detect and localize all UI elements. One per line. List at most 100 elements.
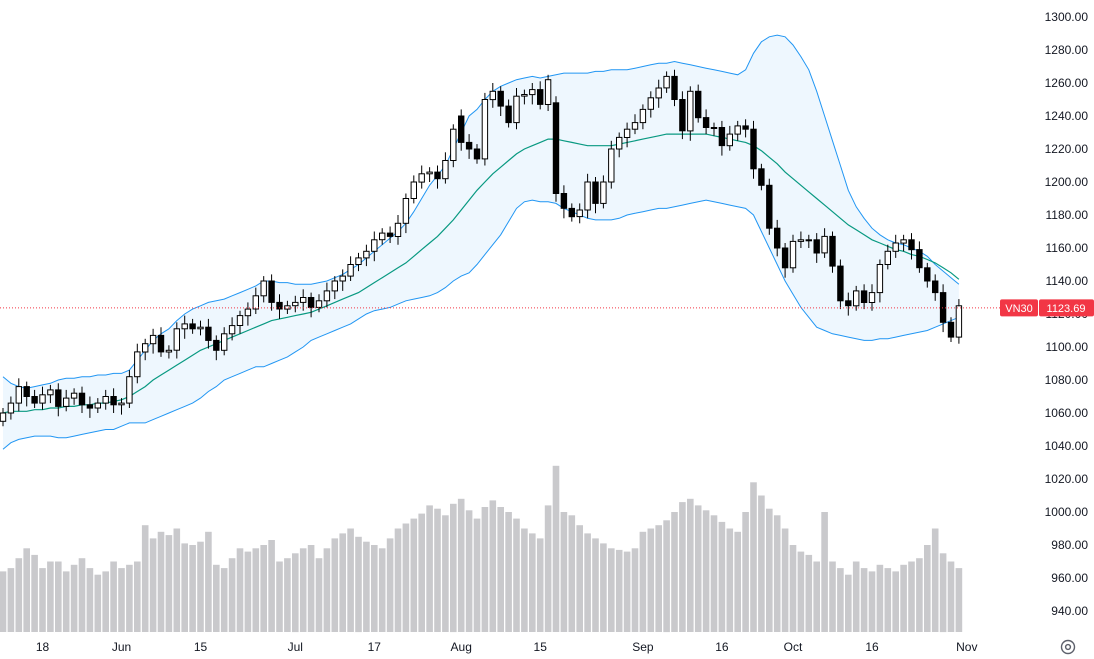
volume-bar (742, 512, 749, 632)
candle-body (7, 402, 15, 414)
candle-body (221, 333, 228, 351)
candle (236, 310, 244, 334)
candle-body (315, 300, 323, 308)
volume-bar (15, 558, 23, 632)
price-tick-label: 1240.00 (1045, 109, 1089, 123)
candle (300, 289, 307, 311)
candle-body (244, 308, 252, 317)
volume-bar (450, 503, 457, 633)
volume-bar (457, 498, 465, 632)
volume-bar (813, 561, 820, 632)
candle-body (781, 247, 789, 269)
candle (710, 122, 718, 136)
candle-body (94, 402, 101, 409)
gear-icon[interactable] (1060, 639, 1076, 655)
candle-body (537, 89, 544, 105)
candle-body (813, 239, 820, 254)
volume-bar (378, 548, 386, 632)
candle (371, 231, 378, 262)
candle (442, 152, 449, 184)
candle (513, 88, 520, 130)
price-tick-label: 960.00 (1051, 571, 1088, 585)
candle-body (742, 125, 749, 130)
candle (197, 320, 204, 336)
volume-bar (86, 568, 94, 632)
candle (473, 144, 481, 164)
candle-body (102, 396, 109, 404)
candle (884, 244, 891, 270)
volume-bar (908, 561, 915, 632)
candle-body (165, 349, 173, 353)
candle-body (616, 136, 623, 150)
candle (268, 274, 275, 311)
volume-bar (323, 548, 331, 632)
volume-bar (197, 541, 204, 632)
volume-bar (758, 495, 765, 632)
candle (157, 327, 165, 357)
candle (774, 219, 781, 257)
candle (924, 262, 931, 288)
bb-upper-line (2, 34, 960, 389)
candle-body (623, 128, 631, 138)
volume-bar (307, 545, 315, 632)
candle (797, 231, 805, 248)
volume-bar (23, 548, 30, 632)
candle-body (892, 242, 899, 252)
candle (260, 276, 267, 303)
volume-bar (410, 518, 418, 632)
volume-bar (529, 533, 536, 632)
volume-bar (884, 568, 892, 632)
candle-body (560, 193, 568, 209)
candle (726, 125, 733, 151)
volume-bar (663, 520, 670, 633)
volume-bar (284, 558, 291, 632)
volume-bar (837, 568, 844, 632)
volume-bar (860, 568, 868, 632)
candle-body (86, 404, 94, 409)
volume-bar (687, 498, 694, 632)
candle-body (371, 239, 378, 252)
price-tick-label: 1280.00 (1045, 43, 1089, 57)
candle (323, 282, 331, 308)
volume-bar (331, 538, 339, 632)
price-tick-label: 1080.00 (1045, 373, 1089, 387)
volume-bar (584, 533, 591, 632)
candle-body (110, 396, 117, 406)
candle-body (584, 181, 591, 211)
candle (102, 389, 109, 410)
volume-bar (821, 512, 828, 632)
time-axis[interactable]: 18 Jun 15 Jul 17 Aug 15 Sep 16 Oct 16 Nov (36, 640, 978, 654)
volume-bar (339, 533, 346, 632)
volume-bar (141, 525, 149, 632)
volume-bar (536, 538, 544, 632)
volume-bar (513, 518, 520, 632)
candle (55, 383, 62, 417)
candle-body (868, 292, 876, 304)
candle (837, 259, 844, 310)
price-tick-label: 1260.00 (1045, 76, 1089, 90)
candle-body (23, 386, 30, 398)
candle-body (197, 326, 204, 330)
candle (244, 302, 252, 326)
candle-body (331, 280, 339, 292)
candle-body (789, 240, 797, 269)
candle-body (932, 280, 939, 294)
time-tick-label: 15 (194, 640, 208, 654)
candle (339, 269, 346, 291)
price-tick-label: 1060.00 (1045, 406, 1089, 420)
time-tick-label: 17 (368, 640, 382, 654)
candle (813, 233, 820, 263)
volume-bar (173, 528, 181, 632)
candle (15, 378, 23, 412)
candle-body (323, 290, 331, 302)
candle-body (363, 250, 370, 259)
volume-bar (955, 568, 963, 632)
volume-bar (118, 568, 125, 632)
candle-body (252, 295, 260, 310)
candle-body (260, 280, 267, 297)
candle-body (837, 265, 844, 302)
volume-bar (473, 518, 481, 632)
volume-bar (189, 545, 196, 632)
candle-body (710, 127, 718, 129)
